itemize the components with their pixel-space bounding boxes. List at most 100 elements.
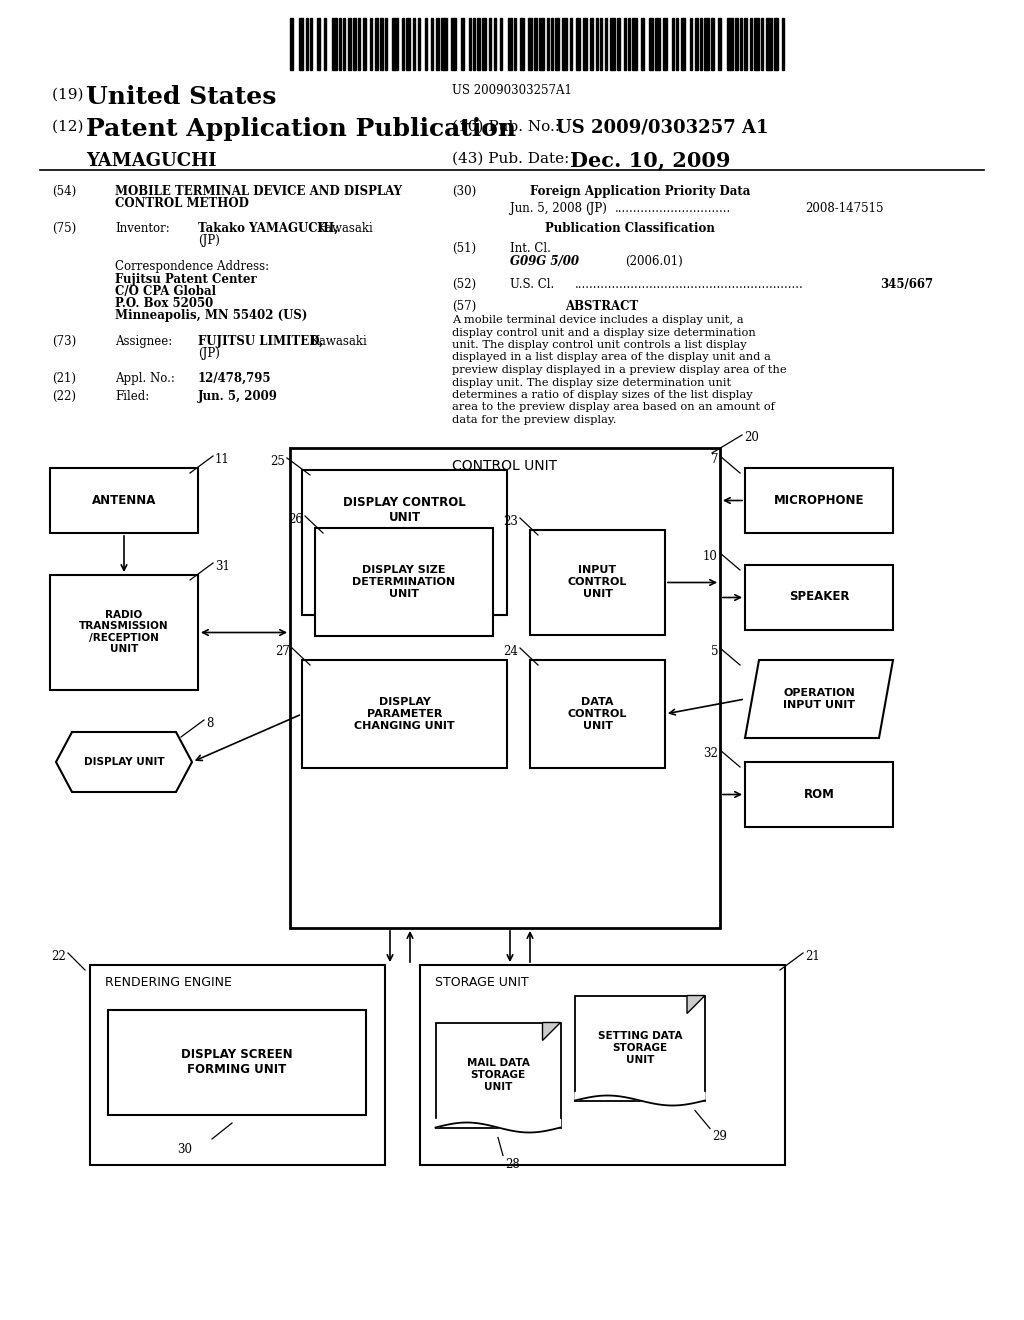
Bar	[547, 18, 549, 70]
Bar	[655, 18, 660, 70]
Text: MOBILE TERMINAL DEVICE AND DISPLAY: MOBILE TERMINAL DEVICE AND DISPLAY	[115, 185, 402, 198]
Text: Assignee:: Assignee:	[115, 335, 172, 348]
Bar	[343, 18, 345, 70]
Bar	[431, 18, 433, 70]
Bar	[469, 18, 471, 70]
Bar	[745, 469, 893, 533]
Text: 2008-147515: 2008-147515	[805, 202, 884, 215]
Text: 26: 26	[288, 513, 303, 525]
Text: 32: 32	[703, 747, 718, 760]
Bar	[727, 18, 733, 70]
Text: 27: 27	[275, 645, 290, 657]
Text: determines a ratio of display sizes of the list display: determines a ratio of display sizes of t…	[452, 389, 753, 400]
Text: unit. The display control unit controls a list display: unit. The display control unit controls …	[452, 341, 746, 350]
Bar	[315, 528, 493, 636]
Bar	[380, 18, 383, 70]
Text: U.S. Cl.: U.S. Cl.	[510, 279, 554, 290]
Bar	[332, 18, 337, 70]
Bar	[290, 447, 720, 928]
Text: 28: 28	[505, 1158, 520, 1171]
Bar	[385, 18, 387, 70]
Bar	[418, 18, 420, 70]
Text: INPUT
CONTROL
UNIT: INPUT CONTROL UNIT	[568, 565, 627, 598]
Bar	[482, 18, 486, 70]
Bar	[534, 18, 537, 70]
Bar	[530, 660, 665, 768]
Text: ...............................: ...............................	[615, 202, 731, 215]
Text: (54): (54)	[52, 185, 76, 198]
Bar	[624, 18, 626, 70]
Text: displayed in a list display area of the display unit and a: displayed in a list display area of the …	[452, 352, 771, 363]
Bar	[676, 18, 678, 70]
Bar	[441, 18, 447, 70]
Bar	[605, 18, 607, 70]
Bar	[451, 18, 456, 70]
Bar	[672, 18, 674, 70]
Text: display unit. The display size determination unit: display unit. The display size determina…	[452, 378, 731, 388]
Bar	[575, 995, 705, 1101]
Text: C/O CPA Global: C/O CPA Global	[115, 285, 216, 298]
Text: P.O. Box 52050: P.O. Box 52050	[115, 297, 213, 310]
Bar	[663, 18, 667, 70]
Bar	[610, 18, 615, 70]
Text: DATA
CONTROL
UNIT: DATA CONTROL UNIT	[568, 697, 627, 730]
Text: Publication Classification: Publication Classification	[545, 222, 715, 235]
Bar	[420, 965, 785, 1166]
Text: Inventor:: Inventor:	[115, 222, 170, 235]
Text: DISPLAY SCREEN
FORMING UNIT: DISPLAY SCREEN FORMING UNIT	[181, 1048, 293, 1076]
Bar	[348, 18, 351, 70]
Polygon shape	[543, 1023, 560, 1040]
Text: Filed:: Filed:	[115, 389, 150, 403]
Text: 20: 20	[744, 432, 759, 444]
Bar	[500, 18, 502, 70]
Bar	[575, 18, 580, 70]
Text: 11: 11	[215, 453, 229, 466]
Text: SPEAKER: SPEAKER	[788, 590, 849, 603]
Text: G09G 5/00: G09G 5/00	[510, 255, 579, 268]
Bar	[302, 660, 507, 768]
Text: preview display displayed in a preview display area of the: preview display displayed in a preview d…	[452, 366, 786, 375]
Text: Foreign Application Priority Data: Foreign Application Priority Data	[530, 185, 751, 198]
Polygon shape	[745, 660, 893, 738]
Bar	[705, 18, 709, 70]
Bar	[108, 1010, 366, 1115]
Text: 345/667: 345/667	[880, 279, 933, 290]
Text: (19): (19)	[52, 88, 88, 102]
Text: 23: 23	[503, 515, 518, 528]
Text: Jun. 5, 2008: Jun. 5, 2008	[510, 202, 582, 215]
Bar	[528, 18, 532, 70]
Text: (JP): (JP)	[198, 234, 220, 247]
Bar	[761, 18, 763, 70]
Bar	[402, 18, 404, 70]
Text: display control unit and a display size determination: display control unit and a display size …	[452, 327, 756, 338]
Bar	[744, 18, 746, 70]
Bar	[600, 18, 602, 70]
Text: ROM: ROM	[804, 788, 835, 800]
Bar	[375, 18, 378, 70]
Text: Kawasaki: Kawasaki	[310, 335, 367, 348]
Bar	[425, 18, 427, 70]
Text: 24: 24	[503, 645, 518, 657]
Text: CONTROL METHOD: CONTROL METHOD	[115, 197, 249, 210]
Text: (2006.01): (2006.01)	[625, 255, 683, 268]
Polygon shape	[56, 733, 193, 792]
Bar	[562, 18, 567, 70]
Bar	[745, 565, 893, 630]
Text: ABSTRACT: ABSTRACT	[565, 300, 638, 313]
Bar	[436, 18, 439, 70]
Text: CONTROL UNIT: CONTROL UNIT	[453, 459, 557, 473]
Text: (57): (57)	[452, 300, 476, 313]
Text: Appl. No.:: Appl. No.:	[115, 372, 175, 385]
Text: Minneapolis, MN 55402 (US): Minneapolis, MN 55402 (US)	[115, 309, 307, 322]
Text: OPERATION
INPUT UNIT: OPERATION INPUT UNIT	[783, 688, 855, 710]
Bar	[740, 18, 742, 70]
Bar	[774, 18, 778, 70]
Text: 8: 8	[206, 717, 213, 730]
Text: MAIL DATA
STORAGE
UNIT: MAIL DATA STORAGE UNIT	[467, 1059, 529, 1092]
Text: (22): (22)	[52, 389, 76, 403]
Bar	[290, 18, 293, 70]
Text: Int. Cl.: Int. Cl.	[510, 242, 551, 255]
Bar	[539, 18, 544, 70]
Bar	[711, 18, 714, 70]
Bar	[700, 18, 702, 70]
